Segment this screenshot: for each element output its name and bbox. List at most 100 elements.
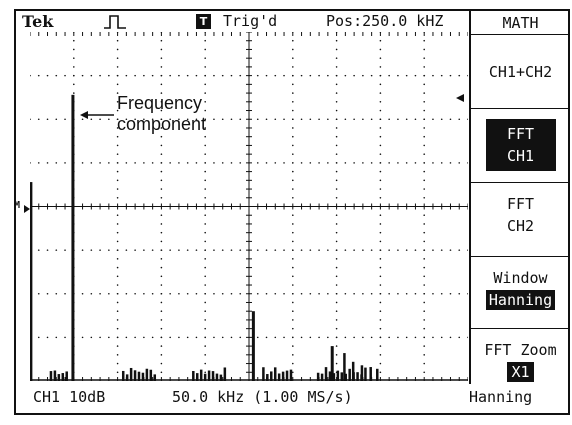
grid-dot xyxy=(195,74,198,77)
grid-dot xyxy=(379,240,382,243)
grid-dot xyxy=(213,249,215,251)
grid-dot xyxy=(73,74,75,77)
grid-dot xyxy=(186,162,189,164)
grid-dot xyxy=(423,74,426,77)
grid-dot xyxy=(353,292,355,295)
grid-dot xyxy=(335,74,338,77)
grid-dot xyxy=(300,249,303,251)
menu-item-window[interactable]: Window Hanning xyxy=(471,256,570,328)
grid-dot xyxy=(239,74,242,77)
grid-dot xyxy=(116,240,119,243)
grid-dot xyxy=(55,162,58,164)
spectrum-display xyxy=(30,32,468,381)
grid-dot xyxy=(116,144,119,147)
noise-bar xyxy=(270,371,273,381)
grid-dot xyxy=(186,118,189,121)
grid-dot xyxy=(335,292,338,295)
grid-dot xyxy=(414,74,417,77)
grid-dot xyxy=(108,292,110,295)
grid-dot xyxy=(213,336,215,339)
grid-dot xyxy=(292,223,294,225)
grid-dot xyxy=(151,118,154,121)
grid-dot xyxy=(160,223,163,225)
noise-bar xyxy=(328,371,332,381)
grid-dot xyxy=(318,74,320,77)
noise-bar xyxy=(273,367,277,381)
grid-dot xyxy=(292,92,294,94)
noise-bar xyxy=(281,371,285,381)
grid-dot xyxy=(292,266,294,269)
grid-dot xyxy=(379,101,382,103)
grid-dot xyxy=(90,249,93,251)
grid-dot xyxy=(204,162,206,164)
grid-dot xyxy=(379,48,382,51)
grid-dot xyxy=(318,292,320,295)
grid-dot xyxy=(169,74,171,77)
grid-dot xyxy=(125,336,128,339)
grid-dot xyxy=(432,292,434,295)
grid-dot xyxy=(169,292,171,295)
grid-dot xyxy=(292,170,294,173)
menu-item-ch1-plus-ch2[interactable]: CH1+CH2 xyxy=(471,34,570,108)
grid-dot xyxy=(204,48,206,51)
grid-dot xyxy=(116,319,119,321)
grid-dot xyxy=(292,48,294,51)
grid-dot xyxy=(379,196,382,199)
grid-dot xyxy=(116,258,119,260)
annotation: Frequency component xyxy=(117,93,206,135)
menu-item-label: CH1+CH2 xyxy=(488,63,553,81)
grid-dot xyxy=(151,249,154,251)
noise-bar xyxy=(340,372,344,381)
grid-dot xyxy=(160,292,163,295)
grid-dot xyxy=(344,336,347,339)
grid-dot xyxy=(99,118,101,121)
grid-dot xyxy=(292,162,294,164)
grid-dot xyxy=(169,249,171,251)
grid-dot xyxy=(160,301,163,304)
noise-bar xyxy=(356,372,359,381)
grid-dot xyxy=(423,284,426,286)
grid-dot xyxy=(292,196,294,199)
grid-dot xyxy=(160,144,163,147)
grid-dot xyxy=(388,74,390,77)
grid-dot xyxy=(292,66,294,68)
grid-dot xyxy=(414,249,417,251)
selected-highlight: FFT CH1 xyxy=(485,119,556,171)
grid-dot xyxy=(116,127,119,129)
noise-bar xyxy=(266,374,269,381)
grid-dot xyxy=(379,153,382,155)
grid-dot xyxy=(432,162,434,164)
grid-dot xyxy=(292,57,294,59)
grid-dot xyxy=(64,292,66,295)
grid-dot xyxy=(370,74,373,77)
math-cursor-icon xyxy=(24,205,30,213)
grid-dot xyxy=(414,118,417,121)
grid-dot xyxy=(160,109,163,112)
grid-dot xyxy=(239,292,242,295)
grid-dot xyxy=(239,118,242,121)
grid-dot xyxy=(116,74,119,77)
grid-dot xyxy=(204,188,206,190)
noise-bar xyxy=(57,374,61,381)
grid-dot xyxy=(204,83,206,86)
grid-dot xyxy=(397,249,399,251)
grid-dot xyxy=(186,74,189,77)
menu-item-fft-ch1[interactable]: FFT CH1 xyxy=(471,108,570,182)
grid-dot xyxy=(388,336,390,339)
grid-dot xyxy=(423,153,426,155)
grid-dot xyxy=(370,336,373,339)
grid-dot xyxy=(353,162,355,164)
grid-dot xyxy=(160,39,163,42)
grid-dot xyxy=(265,336,268,339)
menu-item-fft-zoom[interactable]: FFT Zoom X1 xyxy=(471,328,570,384)
grid-dot xyxy=(108,249,110,251)
grid-dot xyxy=(204,74,206,77)
grid-dot xyxy=(379,162,382,164)
menu-item-fft-ch2[interactable]: FFT CH2 xyxy=(471,182,570,256)
grid-dot xyxy=(353,74,355,77)
grid-dot xyxy=(292,153,294,155)
grid-dot xyxy=(423,319,426,321)
noise-bar xyxy=(369,367,372,381)
grid-dot xyxy=(283,162,285,164)
grid-dot xyxy=(379,371,382,374)
